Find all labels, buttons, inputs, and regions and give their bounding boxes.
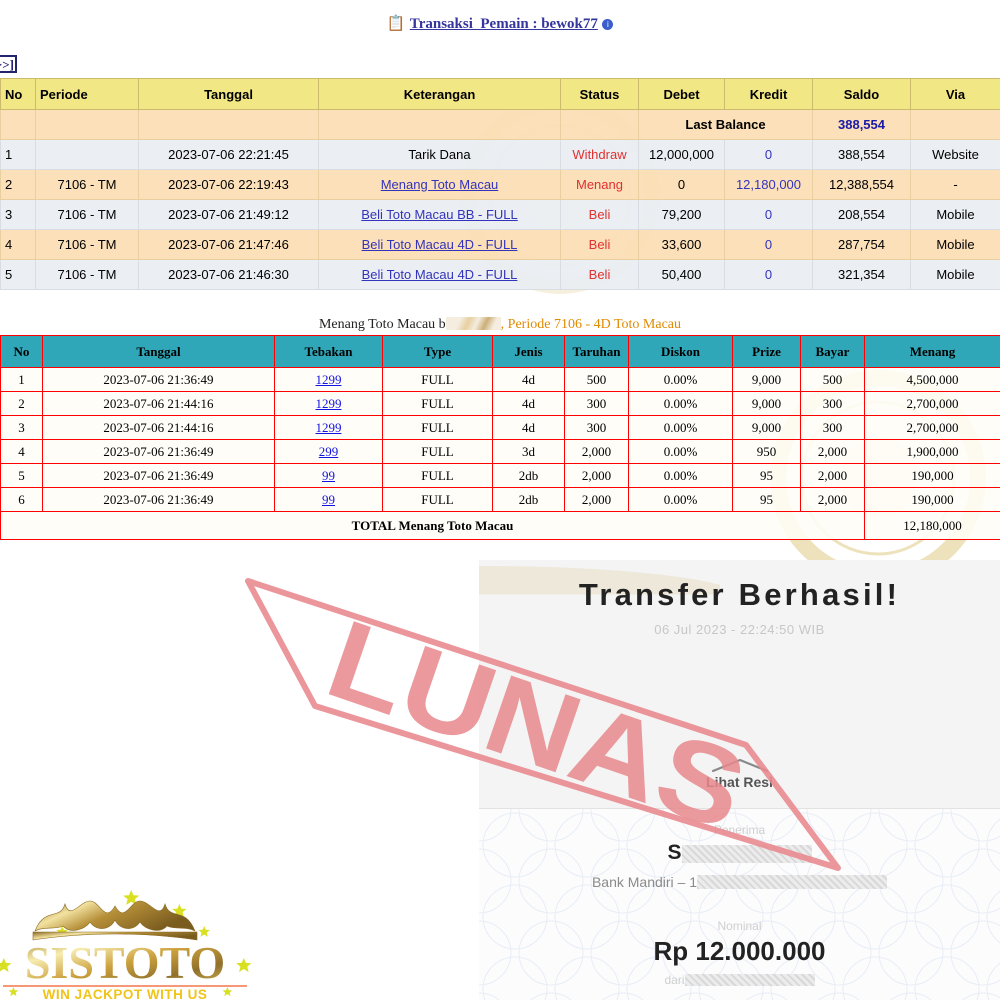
svg-text:SISTOTO: SISTOTO <box>25 937 225 988</box>
svg-text:WIN JACKPOT WITH US: WIN JACKPOT WITH US <box>43 987 208 1000</box>
